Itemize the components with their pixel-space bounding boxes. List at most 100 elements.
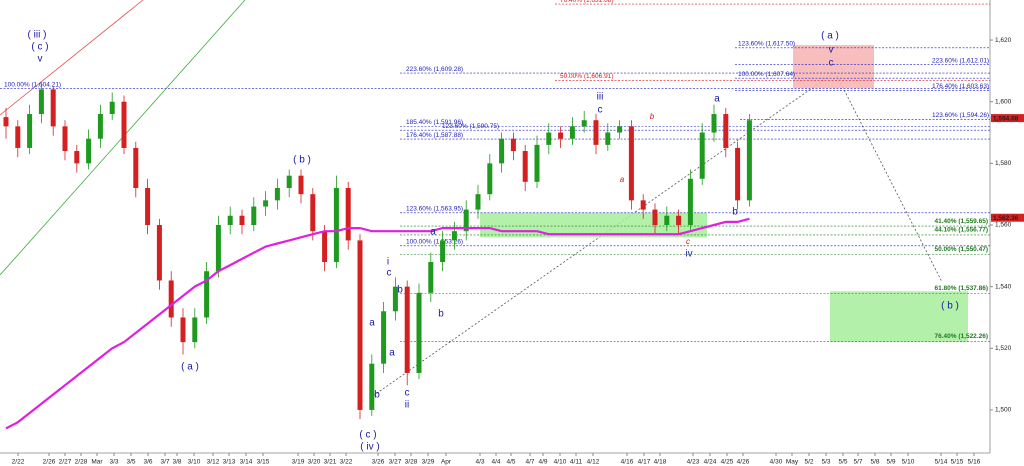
wave-label: a xyxy=(714,94,720,105)
level-label: 176.40% (1,587.88) xyxy=(406,132,463,139)
candle-body xyxy=(27,114,33,148)
candle-body xyxy=(510,138,516,152)
y-tick-label: 1,560 xyxy=(995,222,1012,229)
level-label: 185.40% (1,591.96) xyxy=(406,119,463,126)
candle-body xyxy=(121,101,127,148)
x-tick-label: 3/29 xyxy=(422,459,435,466)
level-label: 223.60% (1,612.01) xyxy=(932,57,989,64)
x-tick-label: 4/16 xyxy=(621,459,634,466)
level-label: 50.00% (1,606.91) xyxy=(560,73,613,80)
candle-body xyxy=(369,363,375,410)
candle-body xyxy=(322,231,328,262)
x-tick-label: 3/6 xyxy=(143,459,152,466)
candle-body xyxy=(50,89,56,127)
candle-body xyxy=(676,215,682,225)
candle-body xyxy=(333,188,339,262)
candle-body xyxy=(392,286,398,312)
candle-body xyxy=(451,231,457,241)
x-tick-label: 5/8 xyxy=(870,459,879,466)
x-tick-label: 4/7 xyxy=(525,459,534,466)
x-tick-label: 4/10 xyxy=(554,459,567,466)
candle-body xyxy=(168,280,174,318)
price-tag-label: 1,562.36 xyxy=(993,215,1019,222)
wave-label: a xyxy=(430,227,436,238)
wave-label: b xyxy=(438,309,444,320)
wave-label: v xyxy=(829,45,834,56)
x-tick-label: 5/3 xyxy=(821,459,830,466)
wave-label: ( iv ) xyxy=(360,442,379,453)
candle-body xyxy=(62,126,68,152)
candle-body xyxy=(534,144,540,182)
candle-body xyxy=(735,147,741,201)
x-tick-label: 3/8 xyxy=(172,459,181,466)
level-label: 100.00% (1,607.64) xyxy=(738,71,795,78)
candle-body xyxy=(133,147,139,189)
wave-label: ( b ) xyxy=(941,301,959,312)
wave-label: c xyxy=(686,237,690,246)
wave-label: a xyxy=(389,348,395,359)
x-tick-label: 4/30 xyxy=(770,459,783,466)
price-tag-label: 1,594.68 xyxy=(993,115,1019,122)
x-tick-label: 2/28 xyxy=(75,459,88,466)
x-tick-label: 3/27 xyxy=(389,459,402,466)
wave-label: iii xyxy=(597,92,604,103)
level-label: 123.60% (1,617.50) xyxy=(738,40,795,47)
candle-body xyxy=(345,188,351,241)
x-tick-label: 5/16 xyxy=(968,459,981,466)
wave-label: c xyxy=(598,105,603,116)
x-tick-label: May xyxy=(786,459,799,466)
x-tick-label: 4/23 xyxy=(687,459,700,466)
wave-label: ( a ) xyxy=(181,362,199,373)
x-tick-label: 3/22 xyxy=(340,459,353,466)
wave-label: c xyxy=(405,388,410,399)
candle-body xyxy=(180,317,186,343)
candle-body xyxy=(404,286,410,373)
candle-body xyxy=(381,311,387,364)
wave-label: ( c ) xyxy=(359,430,376,441)
wave-label: b xyxy=(650,112,655,121)
x-tick-label: 5/15 xyxy=(951,459,964,466)
wave-label: b xyxy=(374,390,380,401)
candle-body xyxy=(357,240,363,410)
candle-body xyxy=(274,188,280,201)
x-tick-label: 5/5 xyxy=(838,459,847,466)
candle-body xyxy=(38,89,44,115)
candle-body xyxy=(746,120,752,201)
candle-body xyxy=(440,240,446,262)
x-tick-label: 4/9 xyxy=(538,459,547,466)
y-tick-label: 1,600 xyxy=(995,98,1012,105)
level-label: 123.60% (1,594.26) xyxy=(932,112,989,119)
candle-body xyxy=(227,215,233,225)
candle-body xyxy=(569,126,575,139)
x-tick-label: 5/7 xyxy=(853,459,862,466)
candle-body xyxy=(605,132,611,145)
x-tick-label: 2/27 xyxy=(59,459,72,466)
x-tick-label: 4/12 xyxy=(587,459,600,466)
y-tick-label: 1,540 xyxy=(995,283,1012,290)
candle-body xyxy=(416,292,422,373)
x-tick-label: 3/14 xyxy=(240,459,253,466)
candle-body xyxy=(546,132,552,145)
candle-body xyxy=(3,117,9,127)
wave-label: c xyxy=(387,268,392,279)
candle-body xyxy=(263,200,269,207)
x-tick-label: 4/25 xyxy=(721,459,734,466)
candle-body xyxy=(463,209,469,232)
level-label: 223.60% (1,609.28) xyxy=(406,66,463,73)
level-label: 100.00% (1,604.21) xyxy=(4,81,61,88)
moving-average xyxy=(5,217,750,430)
candle-body xyxy=(687,178,693,225)
x-tick-label: 3/21 xyxy=(324,459,337,466)
level-label: 100.00% (1,553.26) xyxy=(406,238,463,245)
level-label: 76.40% (1,522.26) xyxy=(935,333,988,340)
wave-label: ( a ) xyxy=(821,31,839,42)
candle-body xyxy=(475,194,481,210)
wave-label: v xyxy=(38,54,43,65)
y-tick-label: 1,500 xyxy=(995,407,1012,414)
wave-label: a xyxy=(369,318,375,329)
level-label: 50.00% (1,550.47) xyxy=(935,246,988,253)
wave-label: i xyxy=(387,257,389,268)
target-zone xyxy=(793,45,874,89)
x-tick-label: 3/26 xyxy=(372,459,385,466)
